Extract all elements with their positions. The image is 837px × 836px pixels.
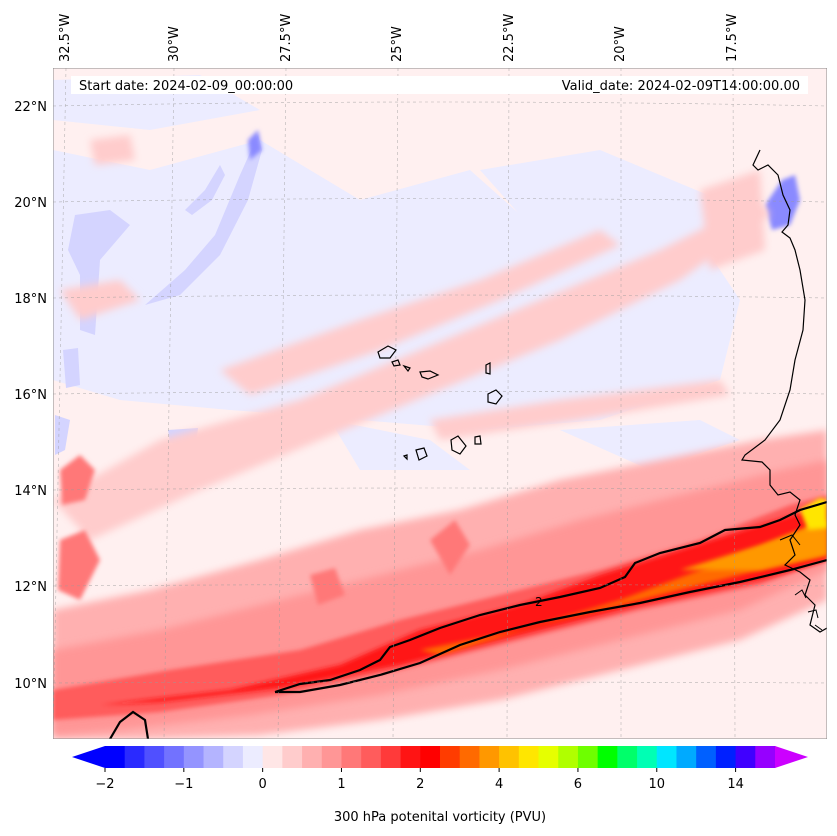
map-panel: 2 xyxy=(53,68,827,739)
colorbar-cell xyxy=(105,746,126,768)
africa-coastline xyxy=(740,149,827,633)
lat-label: 16°N xyxy=(14,388,47,403)
lon-label: 32.5°W xyxy=(58,14,73,62)
colorbar-cell xyxy=(459,746,481,768)
pv-2-contour-southwest xyxy=(109,710,150,739)
pv-negative-core xyxy=(248,130,800,230)
colorbar-cell xyxy=(499,746,520,768)
colorbar-cell xyxy=(696,746,717,768)
colorbar-cell xyxy=(577,746,599,768)
colorbar-cell xyxy=(656,746,678,768)
colorbar-cell xyxy=(203,746,224,768)
lat-label: 20°N xyxy=(14,196,47,211)
colorbar-cell xyxy=(262,746,283,768)
cape-verde-islands xyxy=(377,345,503,461)
colorbar-cell xyxy=(282,746,303,768)
lon-label: 22.5°W xyxy=(502,14,517,62)
colorbar-tick-label: 10 xyxy=(648,777,665,792)
colorbar-cell xyxy=(341,746,362,768)
colorbar-ticks: −2 −1 0 1 2 4 6 10 14 xyxy=(95,768,744,792)
colorbar-cell xyxy=(558,746,579,768)
colorbar-cell xyxy=(400,746,421,768)
colorbar-cell xyxy=(183,746,205,768)
colorbar-cell xyxy=(144,746,165,768)
lat-labels: 22°N 20°N 18°N 16°N 14°N 12°N 10°N xyxy=(14,100,47,692)
header-box xyxy=(71,76,808,94)
lat-label: 12°N xyxy=(14,580,47,595)
colorbar-extend-low xyxy=(72,746,105,768)
colorbar-cell xyxy=(380,746,402,768)
colorbar-cell xyxy=(637,746,658,768)
colorbar-cell xyxy=(538,746,559,768)
colorbar-cell xyxy=(420,746,441,768)
colorbar-cell xyxy=(617,746,638,768)
lat-label: 18°N xyxy=(14,292,47,307)
colorbar-cell xyxy=(676,746,697,768)
colorbar-tick-label: 14 xyxy=(727,777,744,792)
pv-2-contour xyxy=(274,500,827,694)
colorbar-extend-high xyxy=(775,746,808,768)
graticule xyxy=(53,68,827,739)
lon-labels: 32.5°W 30°W 27.5°W 25°W 22.5°W 20°W 17.5… xyxy=(58,14,740,62)
colorbar-cells xyxy=(105,746,776,768)
colorbar-title: 300 hPa potenital vorticity (PVU) xyxy=(334,810,546,825)
pv-jet-yellow-core xyxy=(800,498,827,530)
colorbar-cell xyxy=(242,746,264,768)
contour-label: 2 xyxy=(535,595,543,609)
pv-positive-streaks xyxy=(53,135,770,540)
colorbar-cell xyxy=(440,746,461,768)
lon-label: 17.5°W xyxy=(725,14,740,62)
colorbar-cell xyxy=(164,746,185,768)
lon-label: 20°W xyxy=(613,26,628,62)
colorbar-cell xyxy=(735,746,756,768)
colorbar-cell xyxy=(479,746,500,768)
colorbar: −2 −1 0 1 2 4 6 10 14 300 hPa potenital vorticit… xyxy=(72,746,808,825)
lon-label: 30°W xyxy=(167,26,182,62)
colorbar-tick-label: −1 xyxy=(174,777,193,792)
lon-label: 25°W xyxy=(390,26,405,62)
colorbar-tick-label: −2 xyxy=(95,777,114,792)
lon-label: 27.5°W xyxy=(279,14,294,62)
colorbar-cell xyxy=(361,746,382,768)
colorbar-cell xyxy=(321,746,343,768)
valid-date-label: Valid_date: 2024-02-09T14:00:00.00 xyxy=(562,79,800,94)
lat-label: 22°N xyxy=(14,100,47,115)
colorbar-cell xyxy=(597,746,618,768)
pv-western-blobs xyxy=(58,455,470,605)
colorbar-cell xyxy=(124,746,146,768)
colorbar-cell xyxy=(302,746,323,768)
start-date-label: Start date: 2024-02-09_00:00:00 xyxy=(79,79,293,94)
pv-jet-amber xyxy=(680,520,827,570)
colorbar-cell xyxy=(755,746,776,768)
colorbar-tick-label: 6 xyxy=(574,777,582,792)
colorbar-cell xyxy=(223,746,244,768)
colorbar-cell xyxy=(715,746,737,768)
colorbar-tick-label: 2 xyxy=(416,777,424,792)
colorbar-cell xyxy=(518,746,540,768)
lat-label: 10°N xyxy=(14,677,47,692)
colorbar-tick-label: 1 xyxy=(337,777,345,792)
pv-jet-mid xyxy=(53,495,827,720)
colorbar-tick-label: 4 xyxy=(495,777,503,792)
colorbar-tick-label: 0 xyxy=(259,777,267,792)
lat-label: 14°N xyxy=(14,484,47,499)
africa-coast-islands xyxy=(779,534,823,631)
